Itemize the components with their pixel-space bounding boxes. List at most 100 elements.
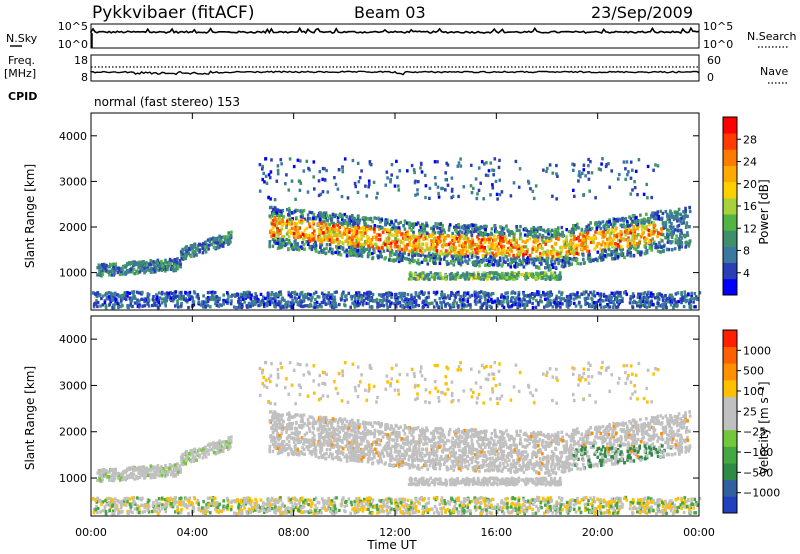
power-cell	[546, 294, 550, 298]
power-cell	[293, 296, 297, 300]
power-cell	[448, 225, 451, 229]
power-cell	[494, 248, 497, 252]
power-cell	[355, 245, 359, 249]
power-cell	[320, 226, 324, 230]
power-cell	[537, 303, 540, 307]
power-cell	[428, 249, 431, 253]
power-cell	[412, 244, 415, 248]
power-cell	[688, 225, 691, 229]
power-cell	[577, 252, 580, 256]
power-cell	[484, 249, 488, 253]
power-cell	[441, 234, 445, 239]
power-cell	[661, 294, 664, 299]
power-cell	[406, 292, 410, 297]
power-cell	[570, 251, 574, 255]
power-cell	[468, 240, 472, 244]
power-cell	[171, 292, 174, 296]
power-cell	[684, 245, 687, 249]
power-cell	[509, 262, 512, 266]
power-cell	[448, 223, 452, 227]
power-cell	[565, 250, 569, 255]
power-cell	[407, 302, 411, 306]
power-cell	[656, 234, 659, 239]
power-cell	[383, 239, 387, 243]
power-cell	[284, 221, 287, 225]
power-cell	[410, 295, 413, 299]
power-cell	[361, 243, 364, 247]
power-cell	[524, 304, 528, 308]
power-cell	[390, 251, 394, 255]
power-cell	[345, 228, 349, 233]
power-cell	[290, 305, 294, 309]
power-cell	[654, 211, 657, 215]
power-cell	[355, 231, 359, 235]
power-cell	[372, 227, 376, 231]
power-cell	[434, 255, 437, 259]
power-cell	[118, 272, 122, 277]
power-cell	[686, 231, 689, 235]
power-cell	[672, 225, 675, 229]
power-cell	[318, 232, 321, 236]
power-cell	[601, 253, 605, 257]
power-cell	[552, 298, 556, 302]
power-cell	[524, 240, 527, 244]
power-cell	[376, 301, 379, 306]
power-cell	[585, 249, 589, 253]
power-cell	[492, 235, 496, 239]
power-cell	[609, 222, 612, 226]
power-cell	[510, 249, 513, 254]
power-cell	[114, 266, 118, 270]
power-cell	[287, 304, 290, 308]
power-cell	[295, 216, 298, 220]
power-cell	[208, 239, 212, 243]
power-cell	[679, 228, 683, 233]
power-cell	[470, 255, 474, 259]
power-cell	[177, 265, 180, 269]
power-cell	[238, 302, 242, 306]
power-cell	[367, 297, 370, 301]
power-cell	[274, 305, 277, 309]
power-cell	[318, 218, 322, 222]
power-cell	[313, 233, 317, 237]
power-cell	[204, 240, 207, 244]
power-cell	[567, 295, 570, 299]
power-cell	[408, 236, 411, 240]
power-cell	[689, 300, 692, 304]
power-cell	[439, 300, 442, 305]
power-cell	[463, 293, 467, 297]
power-cell	[271, 244, 275, 248]
power-cell	[415, 293, 418, 297]
power-cell	[187, 305, 190, 310]
power-cell	[668, 293, 672, 297]
power-cell	[539, 227, 543, 232]
power-cell	[510, 229, 513, 234]
power-cell	[581, 240, 584, 244]
power-cell	[563, 261, 567, 265]
power-cell	[551, 265, 555, 269]
power-cell	[629, 251, 632, 255]
power-cell	[530, 227, 533, 231]
power-cell	[104, 304, 108, 308]
power-cell	[340, 294, 344, 298]
power-cell	[647, 290, 650, 294]
power-cell	[114, 299, 117, 303]
power-cell	[656, 298, 660, 302]
power-cell	[330, 251, 334, 255]
power-cell	[594, 221, 598, 225]
power-cell	[657, 243, 660, 248]
power-cell	[390, 292, 393, 296]
power-cell	[235, 306, 238, 310]
power-cell	[369, 291, 373, 295]
power-cell	[421, 301, 424, 305]
power-cell	[515, 256, 518, 260]
power-cell	[268, 302, 271, 306]
power-cell	[502, 226, 506, 230]
power-cell	[689, 304, 693, 308]
power-cell	[604, 222, 608, 226]
power-cell	[376, 305, 379, 309]
power-cell	[114, 268, 117, 272]
power-cell	[464, 245, 467, 249]
power-cell	[487, 245, 490, 249]
power-cell	[462, 294, 465, 298]
power-cell	[477, 294, 480, 299]
